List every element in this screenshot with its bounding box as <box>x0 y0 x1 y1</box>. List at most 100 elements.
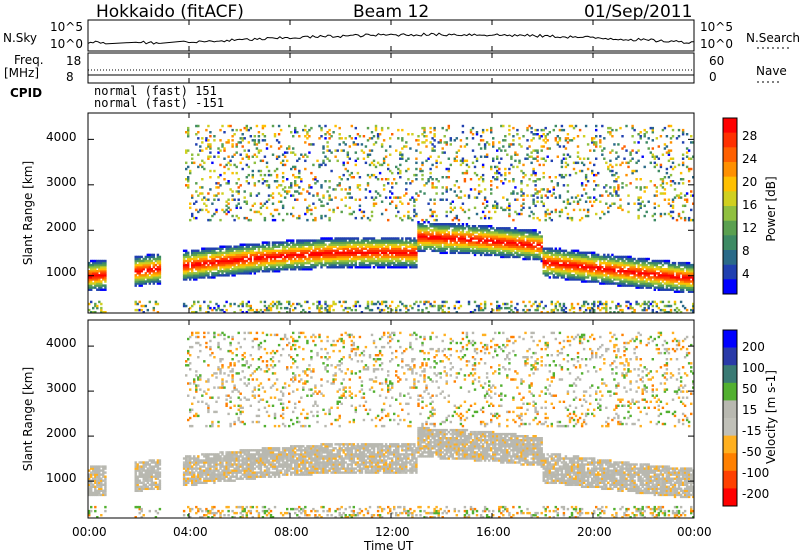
heatmap-cell <box>613 266 616 269</box>
heatmap-cell <box>508 311 511 314</box>
heatmap-cell <box>219 249 222 253</box>
heatmap-cell <box>362 247 366 250</box>
heatmap-cell <box>473 251 477 255</box>
heatmap-cell <box>366 184 370 187</box>
heatmap-cell <box>302 253 305 257</box>
heatmap-cell <box>447 124 451 128</box>
heatmap-cell <box>384 239 388 242</box>
heatmap-cell <box>536 243 539 246</box>
heatmap-cell <box>362 261 366 265</box>
heatmap-cell <box>479 176 483 179</box>
heatmap-cell <box>142 257 145 261</box>
heatmap-cell <box>187 274 190 277</box>
heatmap-cell <box>382 188 386 191</box>
heatmap-cell <box>356 184 360 187</box>
heatmap-cell <box>156 274 160 277</box>
heatmap-cell <box>421 239 424 242</box>
heatmap-cell <box>306 257 309 261</box>
heatmap-cell <box>613 278 616 281</box>
heatmap-cell <box>473 229 477 232</box>
heatmap-cell <box>589 259 592 263</box>
heatmap-cell <box>302 255 305 259</box>
heatmap-cell <box>526 308 529 312</box>
heatmap-cell <box>94 278 97 281</box>
heatmap-cell <box>445 141 448 144</box>
heatmap-cell <box>346 253 350 257</box>
heatmap-cell <box>405 145 408 148</box>
heatmap-cell <box>207 198 210 201</box>
heatmap-cell <box>508 128 511 132</box>
heatmap-cell <box>283 190 287 193</box>
heatmap-cell <box>405 263 408 267</box>
heatmap-cell <box>449 202 453 205</box>
heatmap-cell <box>409 259 412 263</box>
heatmap-cell <box>532 216 535 220</box>
heatmap-cell <box>574 278 578 281</box>
heatmap-cell <box>455 180 459 183</box>
heatmap-cell <box>524 255 527 259</box>
heatmap-cell <box>512 165 515 169</box>
heatmap-cell <box>312 251 315 255</box>
heatmap-cell <box>538 304 541 308</box>
heatmap-cell <box>187 276 190 279</box>
heatmap-cell <box>223 259 226 263</box>
heatmap-cell <box>451 225 455 228</box>
heatmap-cell <box>619 206 622 210</box>
heatmap-cell <box>479 249 483 253</box>
heatmap-cell <box>154 302 158 306</box>
heatmap-cell <box>265 253 269 257</box>
heatmap-cell <box>378 194 382 197</box>
heatmap-cell <box>512 192 515 195</box>
heatmap-cell <box>290 259 293 263</box>
heatmap-cell <box>322 251 325 255</box>
heatmap-cell <box>350 257 354 261</box>
heatmap-cell <box>156 302 160 306</box>
heatmap-cell <box>407 257 410 261</box>
heatmap-cell <box>457 227 461 230</box>
heatmap-cell <box>88 308 91 312</box>
heatmap-cell <box>102 272 105 275</box>
heatmap-cell <box>292 151 295 154</box>
heatmap-cell <box>421 249 424 253</box>
heatmap-cell <box>401 137 404 140</box>
heatmap-cell <box>350 266 354 269</box>
heatmap-cell <box>340 304 343 308</box>
heatmap-cell <box>344 237 347 240</box>
heatmap-cell <box>332 263 335 267</box>
heatmap-cell <box>469 188 473 191</box>
heatmap-cell <box>510 163 513 167</box>
heatmap-cell <box>219 218 222 222</box>
heatmap-cell <box>423 239 426 242</box>
heatmap-cell <box>607 266 610 269</box>
heatmap-cell <box>370 247 374 250</box>
heatmap-cell <box>399 261 402 265</box>
heatmap-cell <box>498 245 501 248</box>
heatmap-cell <box>405 304 408 308</box>
heatmap-cell <box>413 251 416 255</box>
heatmap-cell <box>502 233 505 236</box>
heatmap-cell <box>98 300 101 304</box>
heatmap-cell <box>584 300 588 304</box>
heatmap-cell <box>546 212 549 216</box>
heatmap-cell <box>530 194 533 197</box>
heatmap-cell <box>344 306 347 310</box>
heatmap-cell <box>187 178 190 181</box>
heatmap-cell <box>374 124 378 128</box>
heatmap-cell <box>528 243 531 246</box>
heatmap-cell <box>237 253 240 257</box>
heatmap-cell <box>550 302 554 306</box>
heatmap-cell <box>459 245 463 248</box>
heatmap-cell <box>447 311 451 314</box>
heatmap-cell <box>536 155 539 158</box>
heatmap-cell <box>346 249 350 253</box>
heatmap-cell <box>475 245 479 248</box>
heatmap-cell <box>607 126 610 130</box>
heatmap-cell <box>562 263 566 267</box>
heatmap-cell <box>88 286 91 289</box>
heatmap-cell <box>384 149 388 152</box>
heatmap-cell <box>275 155 279 158</box>
heatmap-cell <box>217 192 220 195</box>
heatmap-cell <box>479 227 483 230</box>
heatmap-cell <box>225 200 228 203</box>
heatmap-cell <box>564 249 568 253</box>
